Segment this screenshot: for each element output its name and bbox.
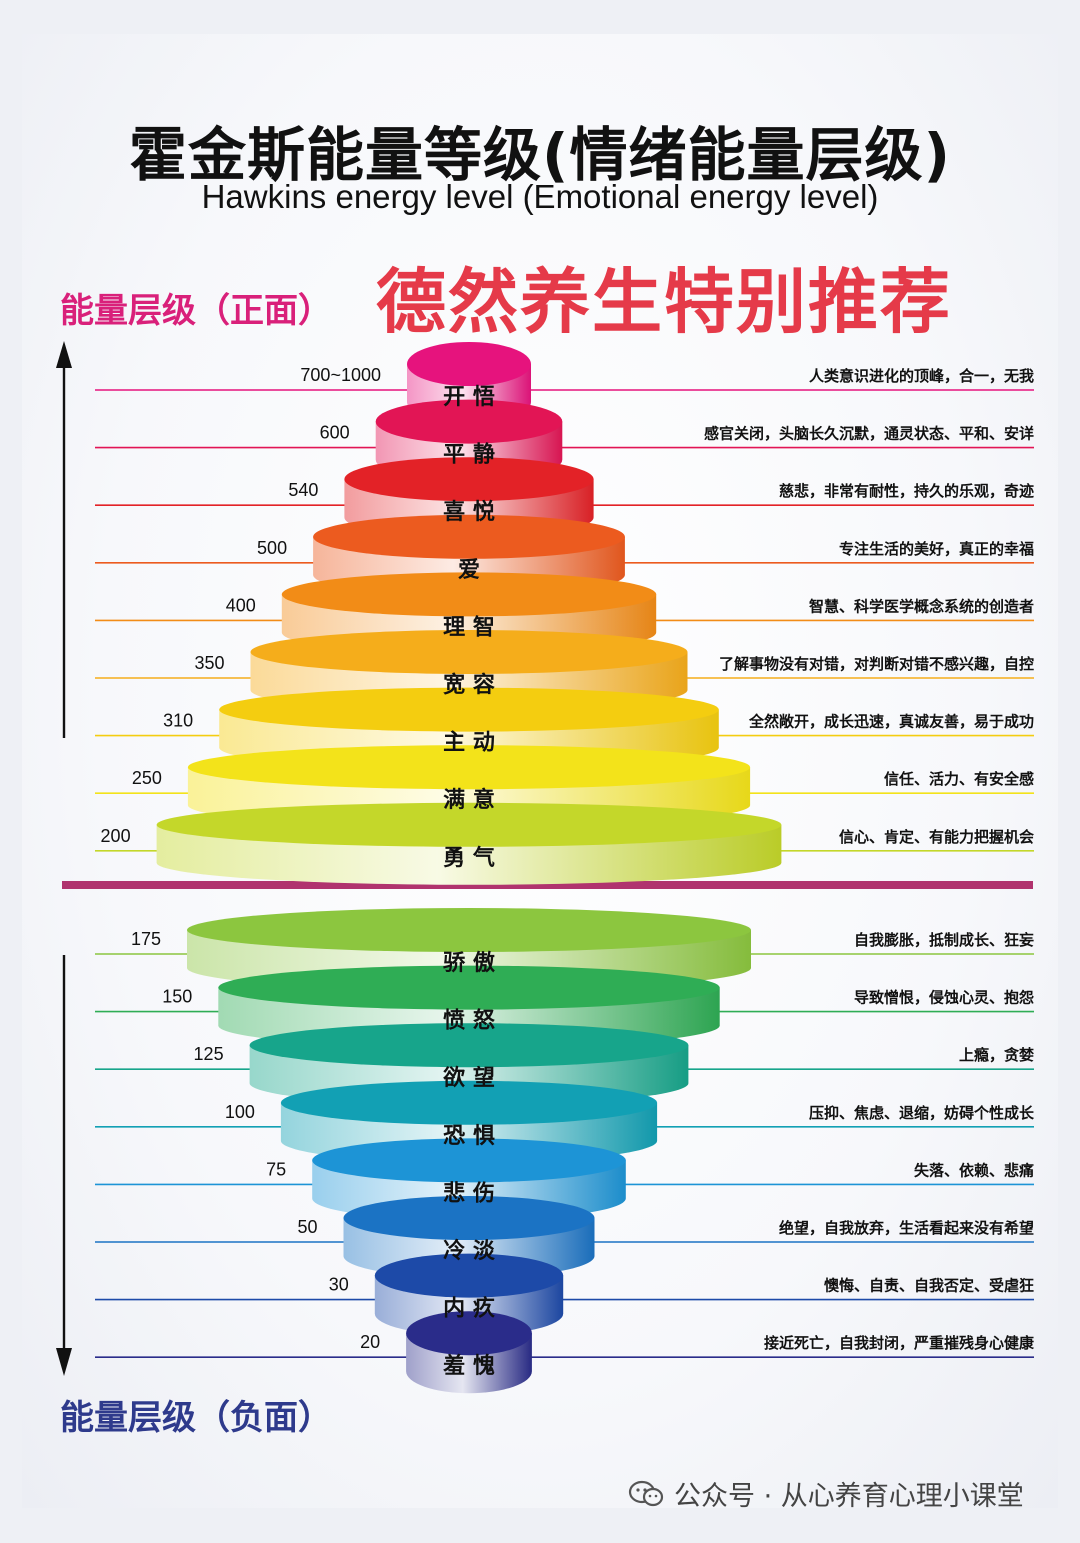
level-name: 主 动 xyxy=(443,731,495,756)
level-name: 羞 愧 xyxy=(442,1353,495,1379)
positive-label: 能量层级（正面） xyxy=(60,291,332,331)
level-texts: 700~1000 开 悟 人类意识进化的顶峰，合一，无我 600 平 静 感官关闭，头脑长… xyxy=(101,365,1035,1379)
level-description: 失落、依赖、悲痛 xyxy=(914,1161,1034,1179)
level-description: 懊悔、自责、自我否定、受虐狂 xyxy=(824,1277,1034,1295)
level-disk xyxy=(156,802,782,885)
arrow-up-icon xyxy=(56,341,72,738)
level-value: 125 xyxy=(194,1044,224,1064)
level-description: 人类意识进化的顶峰，合一，无我 xyxy=(809,367,1034,385)
level-name: 勇 气 xyxy=(443,845,495,871)
level-value: 700~1000 xyxy=(300,365,381,385)
level-description: 绝望，自我放弃，生活看起来没有希望 xyxy=(779,1219,1034,1237)
level-description: 感官关闭，头脑长久沉默，通灵状态、平和、安详 xyxy=(704,425,1034,443)
level-description: 导致憎恨，侵蚀心灵、抱怨 xyxy=(854,989,1034,1007)
level-value: 30 xyxy=(329,1275,349,1295)
level-description: 信心、肯定、有能力把握机会 xyxy=(839,828,1034,846)
level-description: 全然敞开，成长迅速，真诚友善，易于成功 xyxy=(748,713,1034,731)
level-name: 宽 容 xyxy=(443,672,495,698)
level-name: 冷 淡 xyxy=(443,1238,496,1264)
level-name: 满 意 xyxy=(443,787,495,813)
level-description: 上瘾，贪婪 xyxy=(959,1046,1034,1064)
level-value: 100 xyxy=(225,1102,255,1122)
level-value: 350 xyxy=(194,653,224,673)
title-chinese: 霍金斯能量等级(情绪能量层级) xyxy=(128,121,952,189)
watermark: 公众号 · 从心养育心理小课堂 xyxy=(628,1474,1024,1513)
negative-label: 能量层级（负面） xyxy=(60,1398,332,1438)
arrow-down-icon xyxy=(56,955,72,1376)
level-name: 开 悟 xyxy=(443,385,495,410)
level-name: 平 静 xyxy=(443,442,495,468)
level-value: 200 xyxy=(101,826,131,846)
level-description: 压抑、焦虑、退缩，妨碍个性成长 xyxy=(809,1104,1035,1122)
level-value: 600 xyxy=(320,423,350,443)
level-description: 了解事物没有对错，对判断对错不感兴趣，自控 xyxy=(719,655,1034,673)
level-name: 骄 傲 xyxy=(443,950,496,976)
level-name: 理 智 xyxy=(443,614,495,640)
axis-arrows xyxy=(56,341,72,1376)
level-value: 150 xyxy=(162,987,192,1007)
level-name: 内 疚 xyxy=(443,1296,496,1322)
level-name: 欲 望 xyxy=(442,1065,495,1091)
level-description: 信任、活力、有安全感 xyxy=(884,770,1034,788)
level-name: 喜 悦 xyxy=(443,499,495,525)
watermark-text: 公众号 · 从心养育心理小课堂 xyxy=(674,1481,1024,1512)
wechat-icon xyxy=(628,1480,664,1506)
level-description: 智慧、科学医学概念系统的创造者 xyxy=(809,597,1034,615)
level-name: 悲 伤 xyxy=(443,1180,495,1206)
level-name: 愤 怒 xyxy=(443,1008,495,1034)
level-value: 20 xyxy=(360,1332,380,1352)
level-description: 专注生活的美好，真正的幸福 xyxy=(839,540,1034,558)
title-english: Hawkins energy level (Emotional energy l… xyxy=(201,178,879,215)
level-description: 慈悲，非常有耐性，持久的乐观，奇迹 xyxy=(779,482,1034,500)
level-value: 175 xyxy=(131,929,161,949)
level-description: 接近死亡，自我封闭，严重摧残身心健康 xyxy=(764,1334,1035,1352)
level-value: 250 xyxy=(132,768,162,788)
level-value: 500 xyxy=(257,538,287,558)
level-name: 恐 惧 xyxy=(443,1123,495,1149)
section-divider xyxy=(62,881,1033,889)
level-value: 540 xyxy=(288,480,318,500)
level-name: 爱 xyxy=(458,558,480,583)
level-disks xyxy=(156,342,782,1394)
level-value: 75 xyxy=(266,1159,286,1179)
recommend-slogan: 德然养生特别推荐 xyxy=(376,261,952,343)
level-disk xyxy=(406,1311,532,1394)
level-value: 400 xyxy=(226,595,256,615)
level-value: 50 xyxy=(297,1217,317,1237)
level-description: 自我膨胀，抵制成长、狂妄 xyxy=(854,931,1034,949)
level-value: 310 xyxy=(163,711,193,731)
